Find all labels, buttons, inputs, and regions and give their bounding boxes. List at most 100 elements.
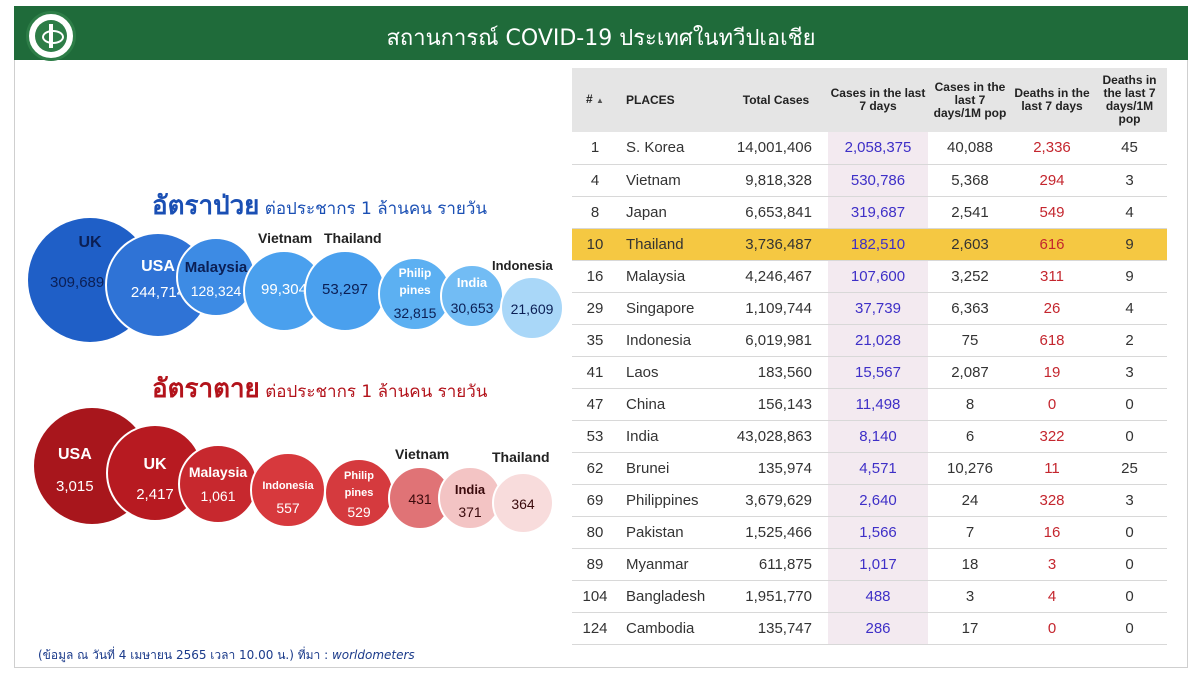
cell-cases-7d-per-1m: 17 — [928, 612, 1012, 645]
cell-total-cases: 4,246,467 — [724, 260, 828, 293]
cell-rank: 4 — [572, 164, 618, 197]
cell-place: Brunei — [618, 452, 724, 485]
cell-deaths-7d-per-1m: 0 — [1092, 516, 1167, 549]
cell-cases-7d: 530,786 — [828, 164, 928, 197]
incidence-bubble-malaysia: Malaysia 128,324 — [176, 237, 256, 317]
cell-deaths-7d-per-1m: 3 — [1092, 164, 1167, 197]
cell-cases-7d: 2,058,375 — [828, 132, 928, 165]
table-row: 10 Thailand 3,736,487 182,510 2,603 616 9 — [572, 228, 1167, 261]
col-rank-label: # — [586, 92, 593, 106]
cell-cases-7d: 286 — [828, 612, 928, 645]
cell-cases-7d: 15,567 — [828, 356, 928, 389]
incidence-bubble-philippines: Philip pines 32,815 — [378, 257, 452, 331]
col-places[interactable]: PLACES — [618, 68, 724, 132]
bubble-value: 21,609 — [510, 301, 554, 317]
bubble-value: 30,653 — [450, 300, 494, 316]
cell-total-cases: 135,747 — [724, 612, 828, 645]
cell-place: Bangladesh — [618, 580, 724, 613]
cell-deaths-7d: 4 — [1012, 580, 1092, 613]
cell-place: India — [618, 420, 724, 453]
table-row: 124 Cambodia 135,747 286 17 0 0 — [572, 612, 1167, 645]
cell-place: Indonesia — [618, 324, 724, 357]
cell-cases-7d: 319,687 — [828, 196, 928, 229]
cell-deaths-7d: 16 — [1012, 516, 1092, 549]
cell-place: Thailand — [618, 228, 724, 261]
col-cases-7d-per-1m[interactable]: Cases in the last 7 days/1M pop — [928, 68, 1012, 132]
cell-cases-7d: 1,566 — [828, 516, 928, 549]
bubble-label: Malaysia — [184, 259, 248, 276]
mortality-heading: อัตราตาย ต่อประชากร 1 ล้านคน รายวัน — [152, 368, 487, 409]
cell-deaths-7d-per-1m: 4 — [1092, 292, 1167, 325]
cell-place: Laos — [618, 356, 724, 389]
table-row: 69 Philippines 3,679,629 2,640 24 328 3 — [572, 484, 1167, 517]
bubble-label: Malaysia — [188, 464, 248, 480]
page-title: สถานการณ์ COVID-19 ประเทศในทวีปเอเชีย — [386, 26, 816, 51]
table-row: 1 S. Korea 14,001,406 2,058,375 40,088 2,336 4… — [572, 132, 1167, 165]
cell-total-cases: 3,679,629 — [724, 484, 828, 517]
cell-cases-7d: 11,498 — [828, 388, 928, 421]
header-bar: สถานการณ์ COVID-19 ประเทศในทวีปเอเชีย — [14, 6, 1188, 60]
mortality-title-sub: ต่อประชากร 1 ล้านคน รายวัน — [259, 382, 488, 402]
cell-cases-7d-per-1m: 3,252 — [928, 260, 1012, 293]
cell-cases-7d-per-1m: 24 — [928, 484, 1012, 517]
col-rank[interactable]: # ▲ — [572, 68, 618, 132]
cell-rank: 104 — [572, 580, 618, 613]
cell-cases-7d-per-1m: 18 — [928, 548, 1012, 581]
col-total-cases[interactable]: Total Cases — [724, 68, 828, 132]
cell-rank: 47 — [572, 388, 618, 421]
incidence-bubble-vietnam: 99,304 — [243, 250, 325, 332]
cell-cases-7d: 2,640 — [828, 484, 928, 517]
cell-deaths-7d: 11 — [1012, 452, 1092, 485]
cell-deaths-7d: 322 — [1012, 420, 1092, 453]
bubble-label: India — [454, 482, 486, 497]
bubble-label: Indonesia — [262, 480, 314, 492]
bubble-label: UK — [78, 234, 102, 251]
col-cases-7d[interactable]: Cases in the last 7 days — [828, 68, 928, 132]
cell-rank: 16 — [572, 260, 618, 293]
cell-deaths-7d: 549 — [1012, 196, 1092, 229]
cell-total-cases: 183,560 — [724, 356, 828, 389]
cell-cases-7d: 488 — [828, 580, 928, 613]
bubble-value: 431 — [408, 491, 432, 507]
table-row: 16 Malaysia 4,246,467 107,600 3,252 311 9 — [572, 260, 1167, 293]
cell-rank: 80 — [572, 516, 618, 549]
cell-deaths-7d: 2,336 — [1012, 132, 1092, 165]
cell-cases-7d-per-1m: 2,541 — [928, 196, 1012, 229]
sort-asc-icon: ▲ — [596, 96, 604, 105]
bubble-value: 2,417 — [136, 486, 174, 503]
cell-deaths-7d: 618 — [1012, 324, 1092, 357]
incidence-title-sub: ต่อประชากร 1 ล้านคน รายวัน — [259, 199, 488, 219]
table-row: 8 Japan 6,653,841 319,687 2,541 549 4 — [572, 196, 1167, 229]
table-row: 47 China 156,143 11,498 8 0 0 — [572, 388, 1167, 421]
footnote-source: worldometers — [331, 648, 415, 662]
cell-deaths-7d: 294 — [1012, 164, 1092, 197]
cell-cases-7d-per-1m: 6,363 — [928, 292, 1012, 325]
cell-total-cases: 6,653,841 — [724, 196, 828, 229]
cell-deaths-7d-per-1m: 0 — [1092, 388, 1167, 421]
footnote-text: (ข้อมูล ณ วันที่ 4 เมษายน 2565 เวลา 10.0… — [38, 648, 332, 662]
asia-covid-table: # ▲ PLACES Total Cases Cases in the last… — [572, 68, 1167, 645]
table-row: 4 Vietnam 9,818,328 530,786 5,368 294 3 — [572, 164, 1167, 197]
incidence-bubble-india: India 30,653 — [440, 264, 504, 328]
mortality-bubble-indonesia: Indonesia 557 — [250, 452, 326, 528]
cell-total-cases: 9,818,328 — [724, 164, 828, 197]
cell-place: Cambodia — [618, 612, 724, 645]
table-row: 41 Laos 183,560 15,567 2,087 19 3 — [572, 356, 1167, 389]
bubble-value: 309,689 — [50, 274, 105, 291]
cell-cases-7d: 8,140 — [828, 420, 928, 453]
cell-deaths-7d: 616 — [1012, 228, 1092, 261]
cell-deaths-7d-per-1m: 4 — [1092, 196, 1167, 229]
cell-place: Japan — [618, 196, 724, 229]
cell-cases-7d-per-1m: 10,276 — [928, 452, 1012, 485]
cell-place: Malaysia — [618, 260, 724, 293]
bubble-value: 3,015 — [56, 478, 94, 495]
cell-deaths-7d: 311 — [1012, 260, 1092, 293]
bubble-label: pines — [399, 283, 431, 297]
col-deaths-7d[interactable]: Deaths in the last 7 days — [1012, 68, 1092, 132]
col-deaths-7d-per-1m[interactable]: Deaths in the last 7 days/1M pop — [1092, 68, 1167, 132]
cell-deaths-7d: 0 — [1012, 612, 1092, 645]
cell-deaths-7d: 26 — [1012, 292, 1092, 325]
bubble-value: 128,324 — [190, 283, 242, 299]
bubble-label: USA — [141, 258, 175, 275]
cell-cases-7d: 21,028 — [828, 324, 928, 357]
